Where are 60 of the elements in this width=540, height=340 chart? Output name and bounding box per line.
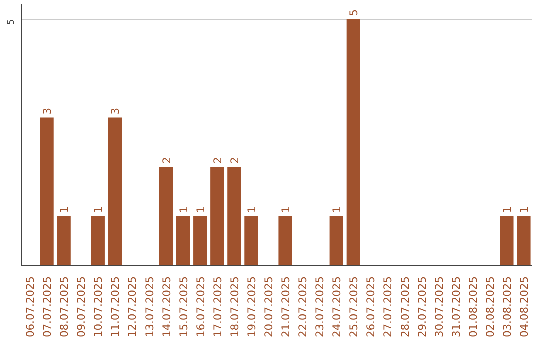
x-tick-label: 18.07.2025 — [228, 276, 242, 338]
data-label: 1 — [58, 206, 72, 214]
bar — [159, 167, 174, 266]
data-label: 2 — [160, 157, 174, 164]
data-label: 1 — [245, 206, 258, 214]
data-label: 1 — [330, 206, 344, 214]
x-tick-label: 20.07.2025 — [262, 276, 276, 338]
bar — [500, 216, 514, 266]
bar — [176, 216, 190, 266]
x-tick-label: 21.07.2025 — [280, 276, 293, 338]
x-tick-label: 01.08.2025 — [466, 276, 480, 338]
x-tick-label: 19.07.2025 — [245, 276, 258, 338]
x-tick-label: 08.07.2025 — [58, 276, 72, 338]
data-label: 1 — [500, 206, 514, 214]
x-tick-label: 11.07.2025 — [109, 276, 122, 338]
data-label: 3 — [109, 108, 122, 115]
x-tick-label: 07.07.2025 — [41, 276, 54, 338]
x-tick-label: 22.07.2025 — [296, 276, 310, 338]
x-tick-label: 28.07.2025 — [398, 276, 412, 338]
x-tick-label: 31.07.2025 — [450, 276, 463, 338]
x-tick-label: 10.07.2025 — [92, 276, 106, 338]
x-tick-label: 09.07.2025 — [75, 276, 88, 338]
bar — [330, 216, 344, 266]
x-tick-label: 13.07.2025 — [143, 276, 156, 338]
bar — [228, 167, 242, 266]
bar — [244, 216, 258, 266]
x-tick-label: 17.07.2025 — [211, 276, 224, 338]
data-label: 1 — [177, 206, 190, 214]
data-label: 3 — [41, 108, 54, 115]
x-tick-label: 15.07.2025 — [177, 276, 190, 338]
x-tick-label: 06.07.2025 — [24, 276, 38, 338]
x-tick-label: 26.07.2025 — [364, 276, 378, 338]
data-label: 5 — [348, 9, 361, 16]
data-label: 1 — [92, 206, 106, 214]
bar — [517, 216, 531, 266]
data-label: 2 — [211, 157, 224, 164]
x-tick-label: 02.08.2025 — [484, 276, 497, 338]
bar — [108, 118, 122, 266]
data-label: 1 — [194, 206, 208, 214]
bar — [346, 19, 360, 266]
x-tick-label: 25.07.2025 — [348, 276, 361, 338]
x-tick-label: 04.08.2025 — [518, 276, 531, 338]
data-label: 1 — [518, 206, 531, 214]
data-label: 1 — [280, 206, 293, 214]
x-tick-label: 12.07.2025 — [126, 276, 140, 338]
x-tick-label: 24.07.2025 — [330, 276, 344, 338]
data-label: 2 — [228, 157, 242, 164]
x-tick-label: 27.07.2025 — [382, 276, 395, 338]
x-tick-label: 23.07.2025 — [314, 276, 327, 338]
bar — [278, 216, 292, 266]
bar — [91, 216, 105, 266]
x-tick-label: 30.07.2025 — [432, 276, 446, 338]
bar — [57, 216, 71, 266]
x-tick-label: 29.07.2025 — [416, 276, 429, 338]
x-tick-label: 03.08.2025 — [500, 276, 514, 338]
bar — [194, 216, 208, 266]
x-tick-label: 16.07.2025 — [194, 276, 208, 338]
x-tick-label: 14.07.2025 — [160, 276, 174, 338]
bar — [210, 167, 224, 266]
bar — [40, 118, 54, 266]
